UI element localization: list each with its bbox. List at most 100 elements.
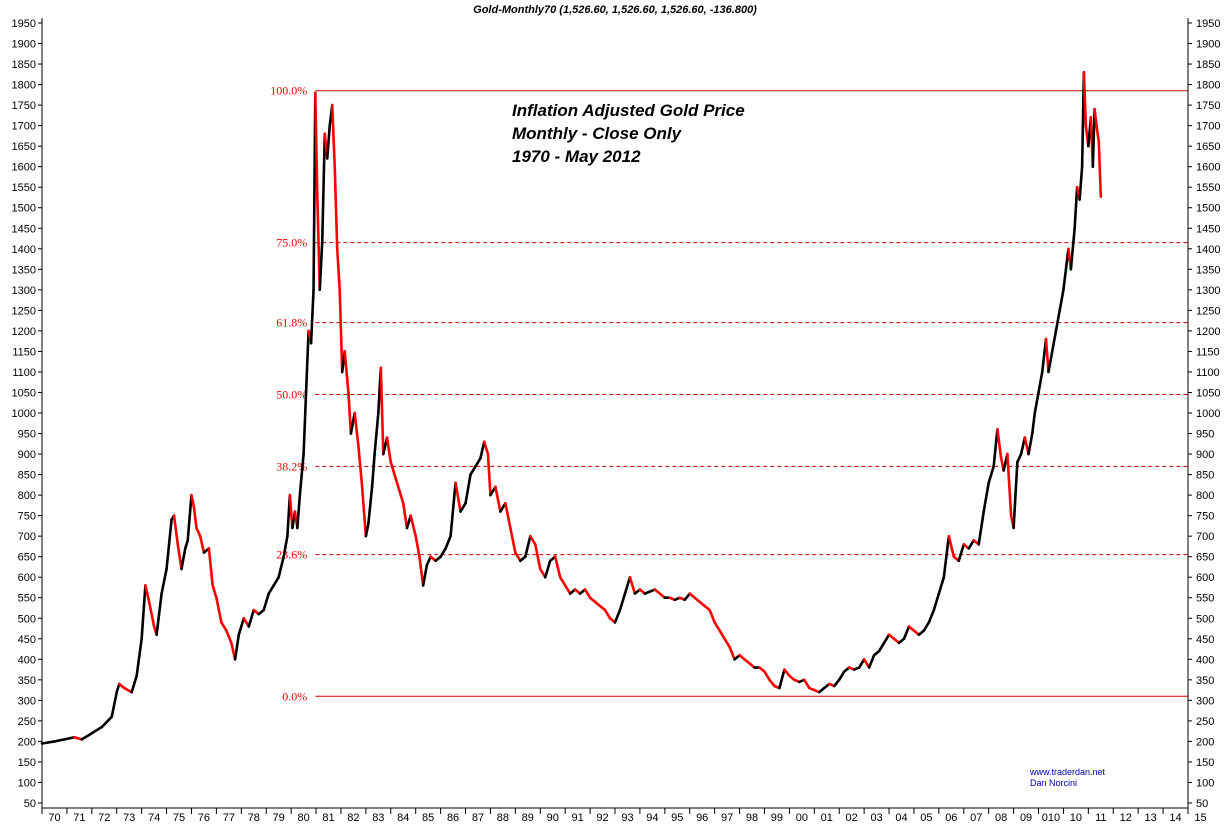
price-segment [320,132,327,242]
price-segment [360,485,368,538]
price-segment [723,637,731,649]
price-segment [379,366,385,456]
price-segment [1050,329,1058,353]
y-tick-label: 1050 [12,387,36,399]
price-segment [277,555,285,579]
price-segment [996,428,1003,460]
y-tick-label: 1350 [1196,264,1220,276]
y-tick-label: 50 [1196,798,1208,810]
price-segment [233,633,241,661]
price-segment [53,738,66,743]
price-segment [778,668,786,690]
x-tick-label: 06 [945,812,957,824]
price-segment [207,547,214,587]
x-tick-label: 07 [970,812,982,824]
watermark-line: www.traderdan.net [1029,767,1106,777]
x-tick-label: 94 [646,812,658,824]
y-tick-label: 1650 [12,141,36,153]
price-segment [215,596,223,624]
x-tick-label: 74 [148,812,160,824]
price-segment [155,592,163,636]
price-segment [147,600,156,628]
price-segment [338,288,344,374]
x-tick-label: 96 [696,812,708,824]
price-segment [486,452,492,497]
fib-levels: 100.0% 75.0% 61.8% 50.0% 38.2% 23.6% 0.0% [270,84,1188,703]
y-tick-label: 600 [1196,572,1214,584]
price-segment [394,477,401,493]
price-segment [262,592,271,612]
price-segment [1058,288,1065,312]
price-segment [494,485,502,513]
price-segment [180,547,187,571]
chart-title-line: Monthly - Close Only [512,124,683,143]
price-segment [922,621,931,632]
price-segment [454,481,462,513]
y-tick-label: 1950 [12,18,36,30]
price-series [40,70,1103,745]
y-tick-label: 300 [1196,695,1214,707]
y-tick-label: 1200 [12,326,36,338]
y-tick-label: 1600 [1196,162,1220,174]
chart-header: Gold-Monthly70 (1,526.60, 1,526.60, 1,52… [473,4,757,16]
price-segment [353,411,360,448]
y-tick-label: 1650 [1196,141,1220,153]
price-segment [144,584,151,604]
y-tick-label: 500 [18,613,36,625]
price-segment [937,575,946,595]
price-segment [1047,350,1054,374]
price-segment [543,559,552,579]
y-tick-label: 1900 [1196,39,1220,51]
y-tick-label: 100 [18,777,36,789]
y-tick-label: 1900 [12,39,36,51]
x-tick-label: 13 [1145,812,1157,824]
price-segment [987,465,995,485]
y-tick-label: 1800 [12,80,36,92]
x-tick-label: 03 [870,812,882,824]
y-tick-label: 150 [1196,757,1214,769]
y-tick-label: 1500 [12,203,36,215]
price-segment [1062,268,1068,292]
price-segment [313,91,319,197]
y-tick-label: 1300 [1196,285,1220,297]
price-segment [247,608,256,628]
x-tick-label: 71 [73,812,85,824]
x-tick-label: 15 [1194,812,1206,824]
y-tick-label: 350 [18,675,36,687]
price-segment [449,481,457,538]
y-tick-label: 1250 [1196,305,1220,317]
price-segment [832,678,841,688]
y-tick-label: 900 [18,449,36,461]
x-tick-label: 87 [472,812,484,824]
y-tick-label: 1500 [1196,203,1220,215]
y-tick-label: 600 [18,572,36,584]
fib-level-label: 75.0% [276,236,307,250]
x-tick-label: 73 [123,812,135,824]
price-segment [504,502,512,530]
x-tick-label: 72 [98,812,110,824]
x-tick-label: 70 [48,812,60,824]
y-tick-label: 1850 [1196,59,1220,71]
price-segment [439,547,447,558]
x-tick-label: 76 [198,812,210,824]
x-tick-label: 14 [1169,812,1181,824]
price-segment [713,621,721,632]
y-tick-label: 1450 [1196,223,1220,235]
price-segment [401,502,409,530]
price-segment [100,715,114,729]
y-tick-label: 950 [18,429,36,441]
x-tick-label: 78 [248,812,260,824]
y-tick-label: 700 [18,531,36,543]
price-segment [708,608,716,624]
x-axis: 70 71 72 73 74 75 76 77 78 79 80 81 82 83 84 85 86 87 88 89… [41,18,1207,824]
fib-level-label: 38.2% [276,459,307,473]
price-segment [160,567,168,595]
x-tick-label: 85 [422,812,434,824]
y-tick-label: 1550 [1196,182,1220,194]
x-tick-label: 12 [1120,812,1132,824]
x-tick-label: 86 [447,812,459,824]
price-segment [272,575,280,587]
price-segment [302,391,308,456]
